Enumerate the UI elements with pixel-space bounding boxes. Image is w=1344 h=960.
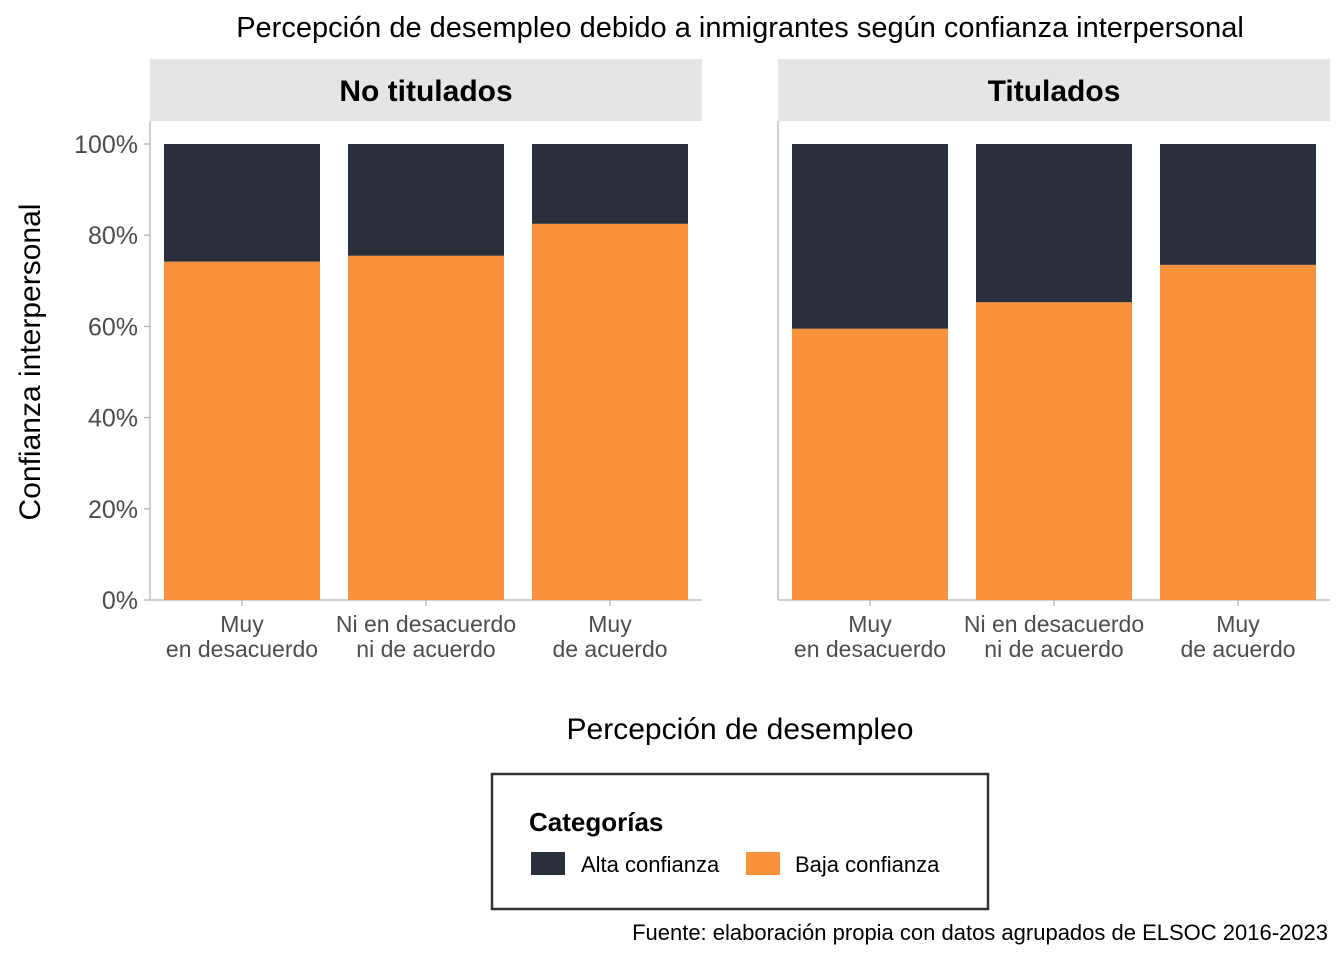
x-tick-label-line: Ni en desacuerdo xyxy=(964,611,1144,637)
x-tick-label-line: Muy xyxy=(848,611,892,637)
panel-strip-label: Titulados xyxy=(988,75,1121,108)
y-tick-label: 60% xyxy=(88,313,138,341)
x-tick-label-line: ni de acuerdo xyxy=(984,636,1123,662)
x-tick-label: Ni en desacuerdo ni de acuerdo xyxy=(336,611,516,662)
legend-title: Categorías xyxy=(529,807,663,837)
x-tick-label-line: Muy xyxy=(220,611,264,637)
legend-box xyxy=(490,772,990,911)
bar-alta-confianza xyxy=(792,144,948,329)
legend: Categorías Alta confianza Baja confianza xyxy=(490,772,990,911)
x-tick-label: Muy en desacuerdo xyxy=(794,611,946,662)
x-axis-title: Percepción de desempleo xyxy=(567,713,914,746)
panel-strip xyxy=(778,59,1330,121)
legend-label-alta: Alta confianza xyxy=(581,852,720,877)
x-tick-label: Muy en desacuerdo xyxy=(166,611,318,662)
y-tick-label: 80% xyxy=(88,222,138,250)
y-tick-label: 0% xyxy=(102,587,138,615)
x-tick-label: Ni en desacuerdo ni de acuerdo xyxy=(964,611,1144,662)
bar-alta-confianza xyxy=(1160,144,1316,265)
bar-alta-confianza xyxy=(164,144,320,262)
legend-swatch-baja xyxy=(746,852,780,875)
bar-baja-confianza xyxy=(348,255,504,600)
bar-alta-confianza xyxy=(348,144,504,256)
x-tick-label-line: ni de acuerdo xyxy=(356,636,495,662)
x-tick-label-line: Muy xyxy=(1216,611,1260,637)
x-tick-label-line: de acuerdo xyxy=(1180,636,1295,662)
x-tick-label-line: de acuerdo xyxy=(552,636,667,662)
x-tick-label-line: en desacuerdo xyxy=(166,636,318,662)
bar-alta-confianza xyxy=(976,144,1132,303)
y-tick-label: 100% xyxy=(74,131,138,159)
legend-swatch-alta xyxy=(531,852,565,875)
panel-strip xyxy=(150,59,702,121)
chart-caption: Fuente: elaboración propia con datos agr… xyxy=(632,920,1328,945)
bar-baja-confianza xyxy=(792,328,948,600)
x-tick-label: Muy de acuerdo xyxy=(552,611,667,662)
bar-baja-confianza xyxy=(532,223,688,601)
x-tick-label-line: Muy xyxy=(588,611,632,637)
y-tick-label: 20% xyxy=(88,496,138,524)
bar-baja-confianza xyxy=(976,302,1132,600)
y-tick-label: 40% xyxy=(88,405,138,433)
chart-title: Percepción de desempleo debido a inmigra… xyxy=(236,12,1244,44)
panel-strip-label: No titulados xyxy=(339,75,512,108)
bar-baja-confianza xyxy=(164,261,320,600)
y-axis-title: Confianza interpersonal xyxy=(14,204,47,521)
bar-baja-confianza xyxy=(1160,264,1316,600)
legend-label-baja: Baja confianza xyxy=(795,852,940,877)
bar-alta-confianza xyxy=(532,144,688,224)
x-tick-label-line: en desacuerdo xyxy=(794,636,946,662)
x-tick-label-line: Ni en desacuerdo xyxy=(336,611,516,637)
x-tick-label: Muy de acuerdo xyxy=(1180,611,1295,662)
